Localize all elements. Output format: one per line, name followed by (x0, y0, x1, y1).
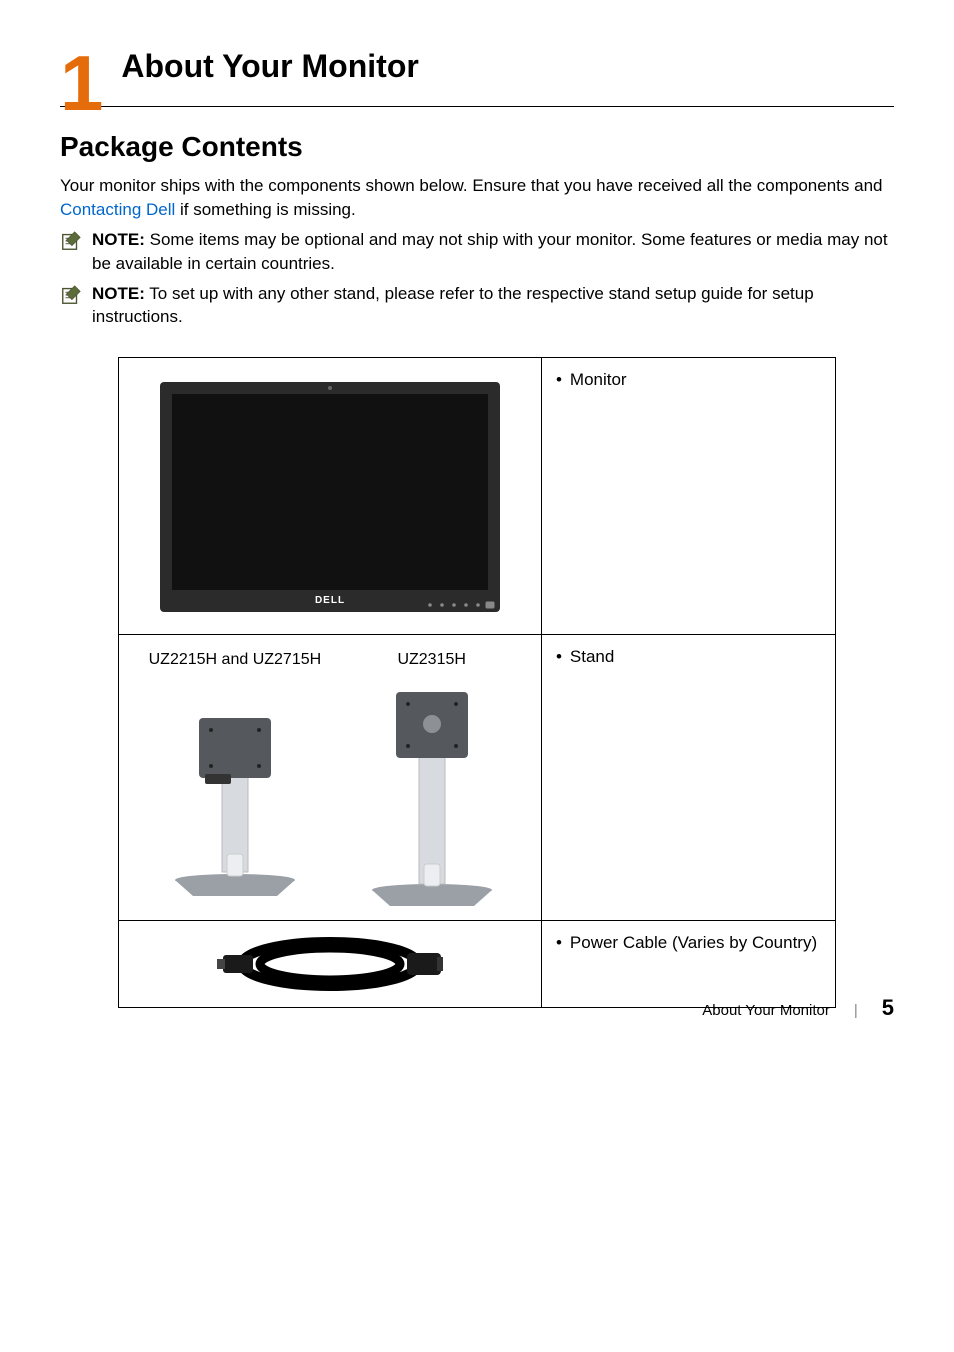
footer-text: About Your Monitor (702, 1000, 830, 1021)
note-body: Some items may be optional and may not s… (92, 230, 888, 273)
table-image-cell: DELL (119, 358, 542, 635)
bullet-text: Power Cable (Varies by Country) (570, 931, 817, 955)
bullet-text: Monitor (570, 368, 627, 392)
note-icon-wrap (60, 284, 82, 306)
note-block: NOTE: Some items may be optional and may… (60, 228, 894, 276)
note-icon (60, 284, 82, 306)
note-text: NOTE: To set up with any other stand, pl… (92, 282, 894, 330)
table-desc-cell: • Monitor (541, 358, 835, 635)
note-block: NOTE: To set up with any other stand, pl… (60, 282, 894, 330)
bullet-dot: • (556, 368, 562, 392)
footer-separator: | (854, 1000, 858, 1021)
package-contents-table: DELL • Monitor UZ2215H and UZ2715H (118, 357, 835, 1007)
table-desc-cell: • Stand (541, 635, 835, 920)
stand-label: UZ2315H (352, 649, 512, 671)
note-icon-wrap (60, 230, 82, 252)
bullet-item: • Stand (556, 645, 821, 669)
stand-col: UZ2215H and UZ2715H (149, 649, 322, 899)
table-row: DELL • Monitor (119, 358, 835, 635)
chapter-number: 1 (60, 50, 103, 116)
stand-row: UZ2215H and UZ2715H UZ2315H (133, 645, 527, 909)
chapter-title: About Your Monitor (121, 44, 418, 89)
note-label: NOTE: (92, 230, 145, 249)
intro-suffix: if something is missing. (175, 200, 355, 219)
intro-prefix: Your monitor ships with the components s… (60, 176, 882, 195)
stand-image (352, 680, 512, 910)
stand-image (155, 680, 315, 900)
intro-paragraph: Your monitor ships with the components s… (60, 174, 894, 222)
note-icon (60, 230, 82, 252)
table-image-cell (119, 920, 542, 1007)
stand-label: UZ2215H and UZ2715H (149, 649, 322, 671)
stand-col: UZ2315H (352, 649, 512, 909)
bullet-item: • Monitor (556, 368, 821, 392)
cable-image (215, 935, 445, 993)
note-body: To set up with any other stand, please r… (92, 284, 814, 327)
bullet-dot: • (556, 645, 562, 669)
section-title: Package Contents (60, 127, 894, 166)
page-footer: About Your Monitor | 5 (702, 993, 894, 1024)
table-row: UZ2215H and UZ2715H UZ2315H (119, 635, 835, 920)
contacting-dell-link[interactable]: Contacting Dell (60, 200, 175, 219)
bullet-text: Stand (570, 645, 614, 669)
footer-page-number: 5 (882, 993, 894, 1024)
monitor-image: DELL (150, 374, 510, 624)
bullet-item: • Power Cable (Varies by Country) (556, 931, 821, 955)
svg-text:DELL: DELL (315, 595, 345, 606)
chapter-header: 1 About Your Monitor (60, 40, 894, 107)
bullet-dot: • (556, 931, 562, 955)
note-label: NOTE: (92, 284, 145, 303)
table-image-cell: UZ2215H and UZ2715H UZ2315H (119, 635, 542, 920)
note-text: NOTE: Some items may be optional and may… (92, 228, 894, 276)
